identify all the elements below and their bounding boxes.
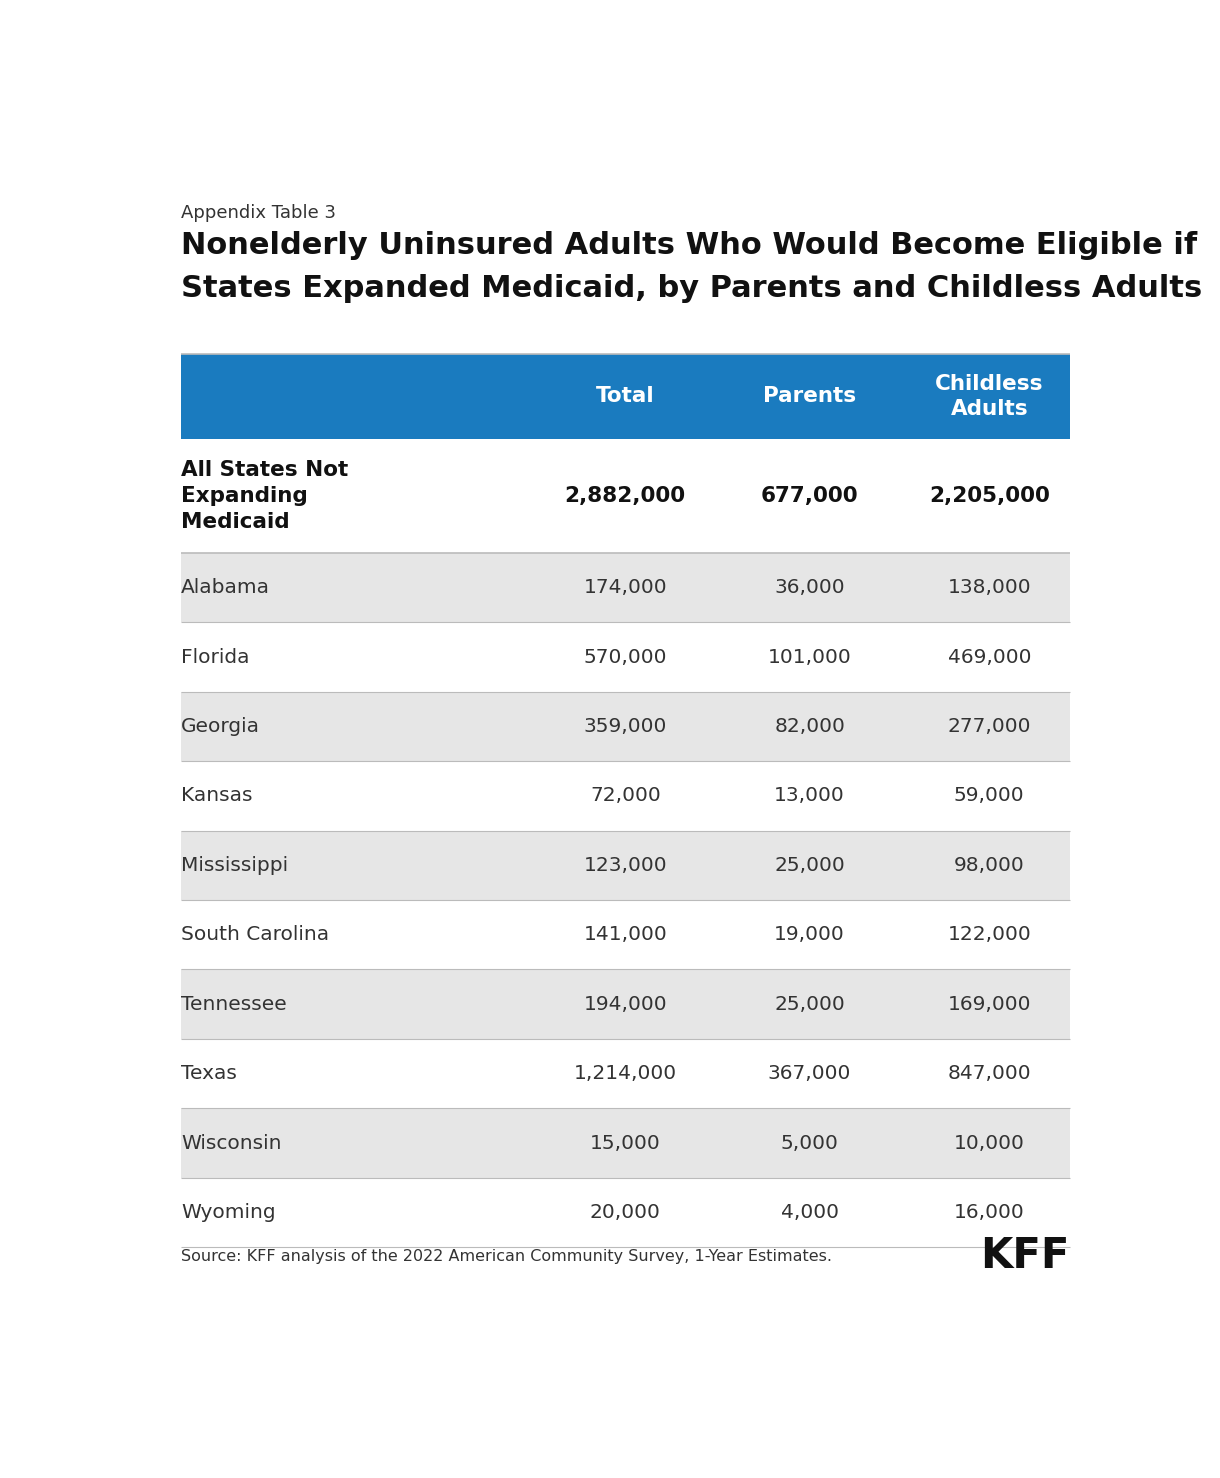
Text: 13,000: 13,000 — [775, 786, 845, 806]
Text: Childless
Adults: Childless Adults — [935, 374, 1043, 418]
Text: 169,000: 169,000 — [948, 995, 1031, 1014]
Bar — [181, 761, 1070, 831]
Text: 359,000: 359,000 — [583, 717, 667, 736]
Bar — [181, 1039, 1070, 1108]
Text: 36,000: 36,000 — [775, 578, 845, 597]
Text: 2,882,000: 2,882,000 — [565, 486, 686, 505]
Text: 677,000: 677,000 — [761, 486, 859, 505]
Text: Texas: Texas — [181, 1064, 237, 1083]
Text: 570,000: 570,000 — [583, 647, 667, 667]
Text: 82,000: 82,000 — [775, 717, 845, 736]
Text: 277,000: 277,000 — [948, 717, 1031, 736]
Text: 15,000: 15,000 — [590, 1134, 660, 1153]
Text: Wyoming: Wyoming — [181, 1203, 276, 1222]
Bar — [181, 970, 1070, 1039]
Bar — [181, 353, 1070, 439]
Text: Mississippi: Mississippi — [181, 856, 288, 875]
Text: 16,000: 16,000 — [954, 1203, 1025, 1222]
Bar — [181, 1178, 1070, 1247]
Text: 4,000: 4,000 — [781, 1203, 838, 1222]
Text: Kansas: Kansas — [181, 786, 253, 806]
Bar — [181, 622, 1070, 692]
Text: 194,000: 194,000 — [583, 995, 667, 1014]
Text: Appendix Table 3: Appendix Table 3 — [181, 204, 336, 222]
Bar — [181, 439, 1070, 553]
Text: 367,000: 367,000 — [767, 1064, 852, 1083]
Text: 101,000: 101,000 — [767, 647, 852, 667]
Text: 847,000: 847,000 — [948, 1064, 1031, 1083]
Bar — [181, 1108, 1070, 1178]
Text: 138,000: 138,000 — [948, 578, 1031, 597]
Text: 1,214,000: 1,214,000 — [573, 1064, 677, 1083]
Text: 5,000: 5,000 — [781, 1134, 838, 1153]
Text: Nonelderly Uninsured Adults Who Would Become Eligible if: Nonelderly Uninsured Adults Who Would Be… — [181, 231, 1197, 260]
Text: Florida: Florida — [181, 647, 249, 667]
Text: 25,000: 25,000 — [775, 995, 845, 1014]
Text: Wisconsin: Wisconsin — [181, 1134, 282, 1153]
Text: 72,000: 72,000 — [590, 786, 660, 806]
Text: 469,000: 469,000 — [948, 647, 1031, 667]
Text: Alabama: Alabama — [181, 578, 270, 597]
Bar — [181, 553, 1070, 622]
Bar — [181, 831, 1070, 900]
Text: 174,000: 174,000 — [583, 578, 667, 597]
Text: Parents: Parents — [762, 386, 856, 406]
Text: States Expanded Medicaid, by Parents and Childless Adults: States Expanded Medicaid, by Parents and… — [181, 273, 1202, 303]
Text: South Carolina: South Carolina — [181, 925, 329, 944]
Text: 10,000: 10,000 — [954, 1134, 1025, 1153]
Text: 25,000: 25,000 — [775, 856, 845, 875]
Text: Source: KFF analysis of the 2022 American Community Survey, 1-Year Estimates.: Source: KFF analysis of the 2022 America… — [181, 1249, 832, 1264]
Bar — [181, 900, 1070, 970]
Text: Total: Total — [595, 386, 655, 406]
Text: 123,000: 123,000 — [583, 856, 667, 875]
Text: Tennessee: Tennessee — [181, 995, 287, 1014]
Text: 19,000: 19,000 — [775, 925, 845, 944]
Text: 122,000: 122,000 — [948, 925, 1031, 944]
Text: 141,000: 141,000 — [583, 925, 667, 944]
Text: KFF: KFF — [980, 1236, 1070, 1277]
Text: 59,000: 59,000 — [954, 786, 1025, 806]
Text: Georgia: Georgia — [181, 717, 260, 736]
Text: 98,000: 98,000 — [954, 856, 1025, 875]
Text: 20,000: 20,000 — [589, 1203, 661, 1222]
Text: All States Not
Expanding
Medicaid: All States Not Expanding Medicaid — [181, 460, 348, 532]
Text: 2,205,000: 2,205,000 — [928, 486, 1049, 505]
Bar — [181, 692, 1070, 761]
